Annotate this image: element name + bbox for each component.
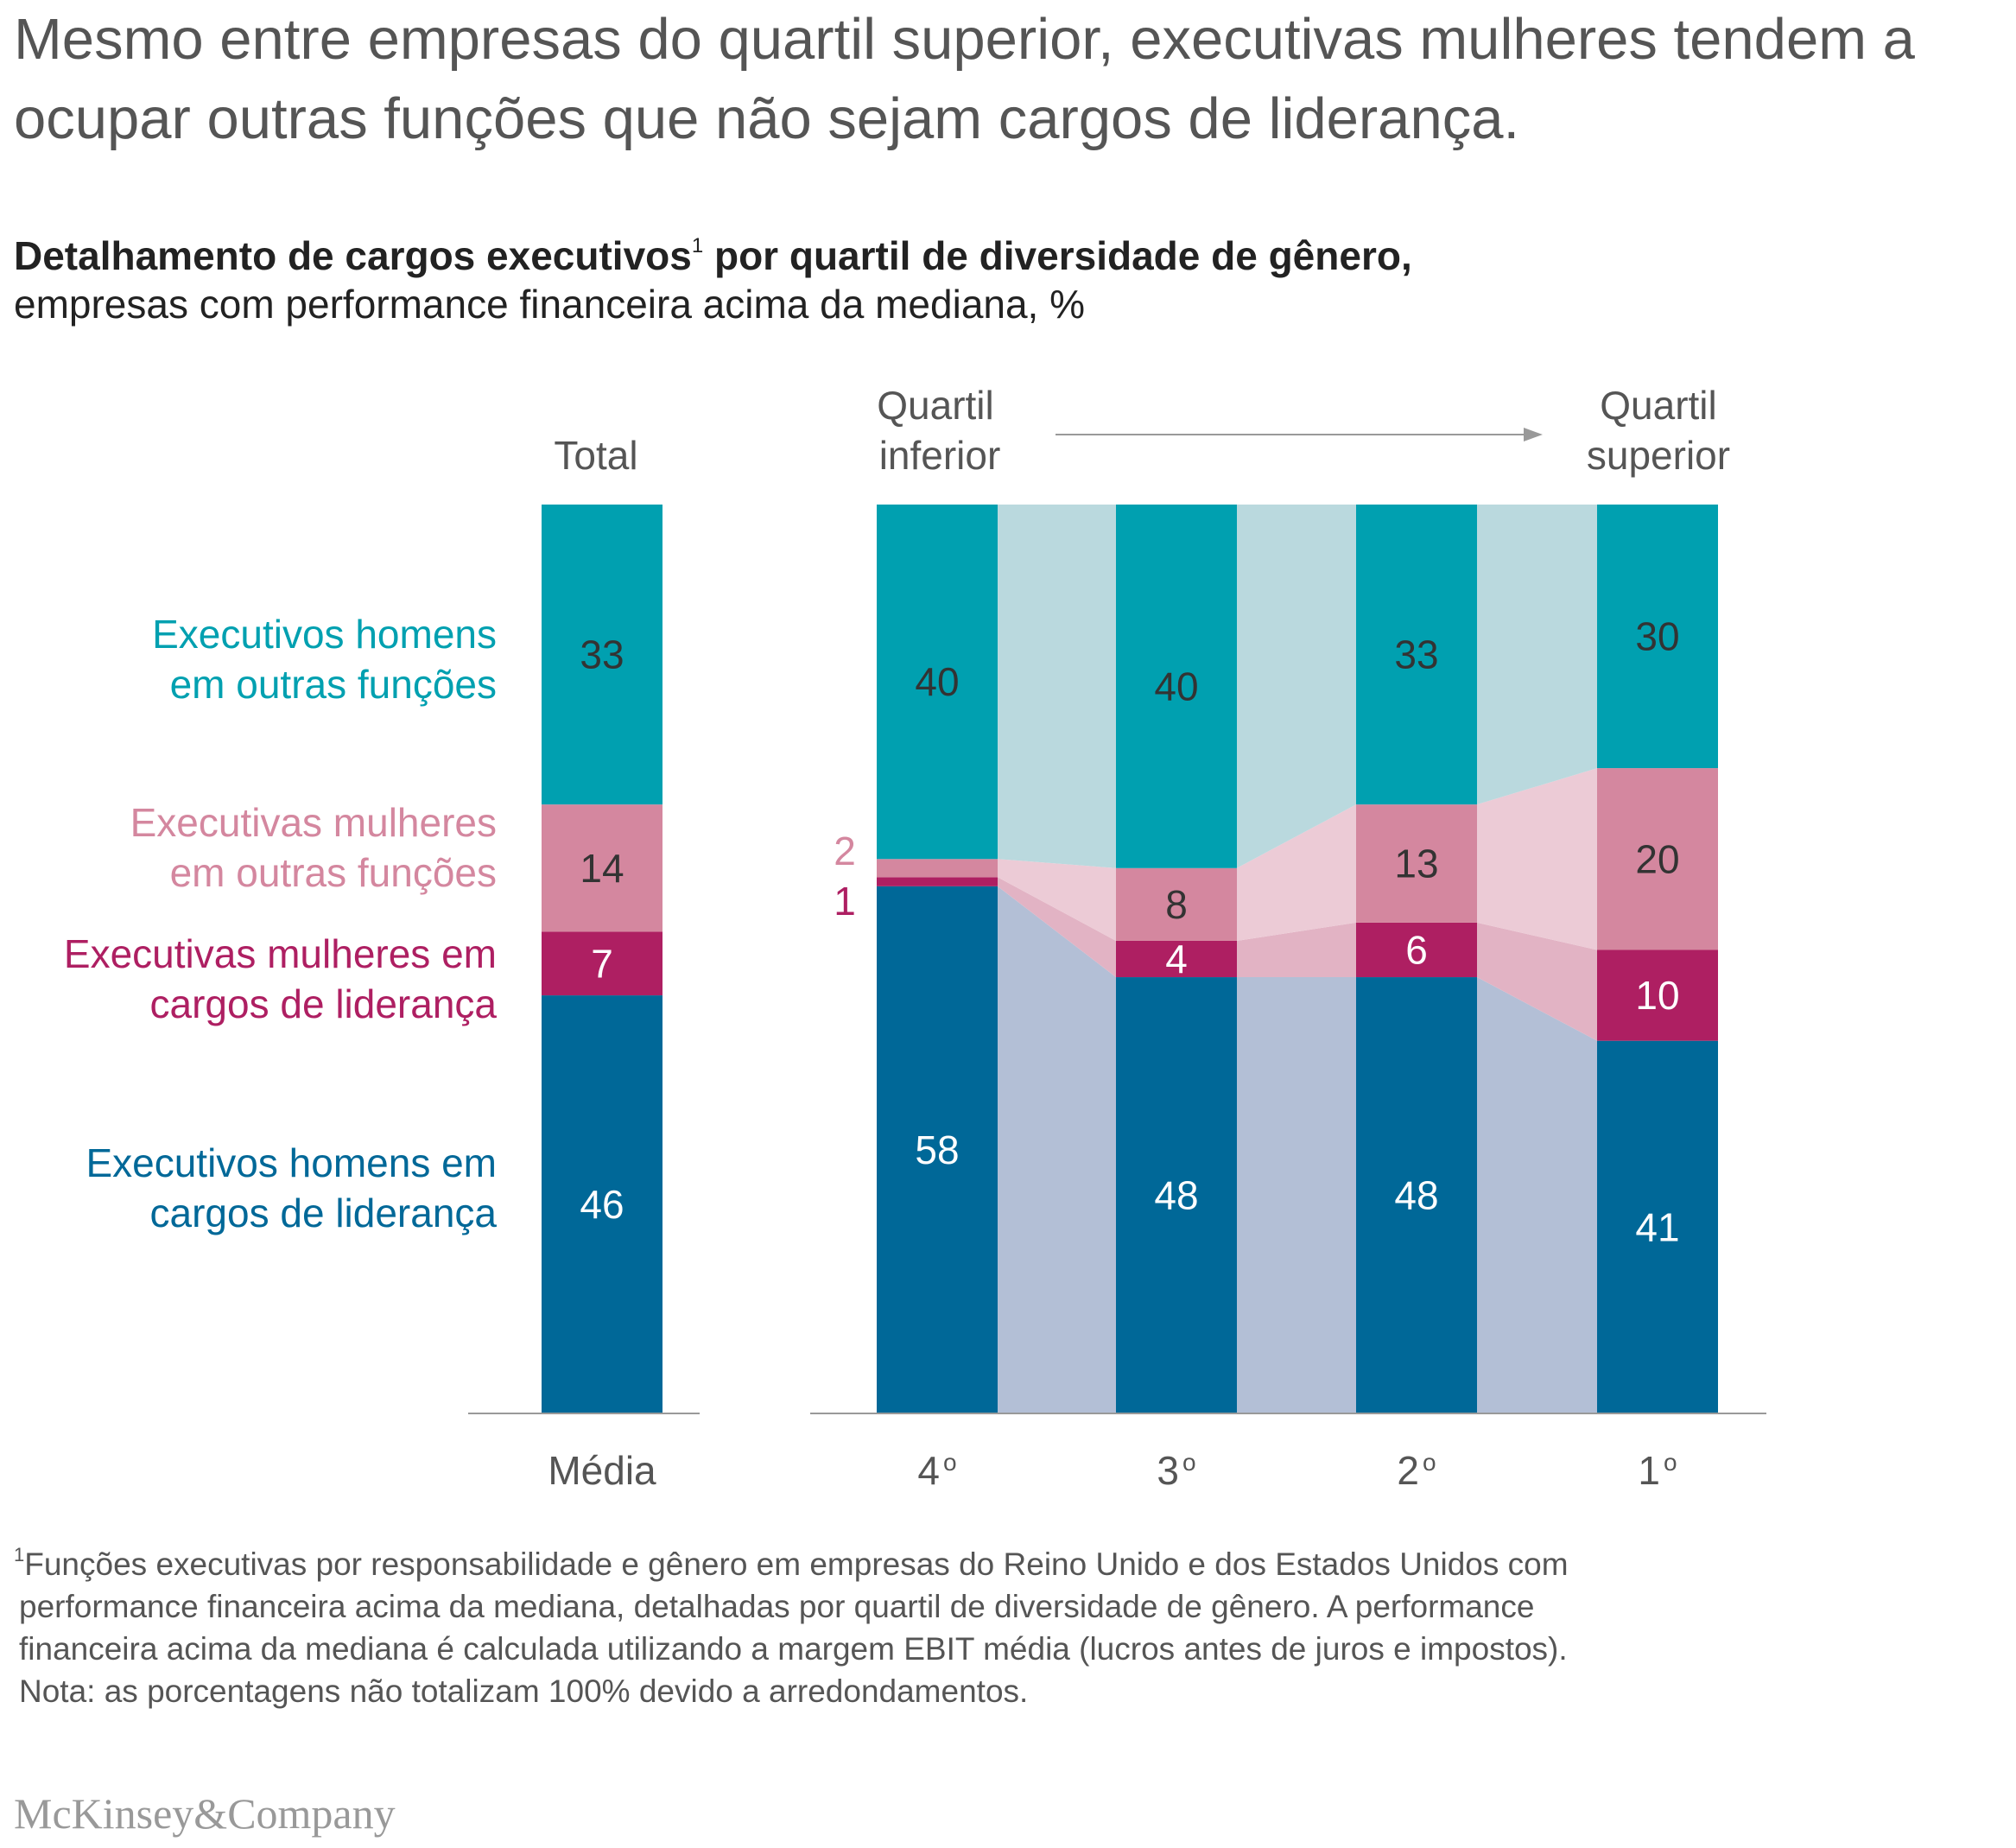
bar-segment-2-cat-1 <box>877 877 998 886</box>
band-1-3 <box>1477 977 1597 1413</box>
value-label-1-cat-1: 58 <box>915 1127 959 1172</box>
header-total: Total <box>554 433 637 478</box>
subtitle-bold-2: por quartil de diversidade de gênero, <box>703 233 1412 278</box>
bar-segment-2-cat-2 <box>1116 940 1237 978</box>
bar-segment-3-cat-3 <box>1356 804 1477 923</box>
bar-segment-2-cat-4 <box>1597 949 1718 1041</box>
value-label-3-cat-3: 13 <box>1394 841 1438 886</box>
company-logo: McKinsey&Company <box>14 1789 396 1838</box>
header-left-quartile-line-1: Quartil <box>877 383 993 428</box>
value-label-2-cat-1: 1 <box>834 879 856 924</box>
legend-label-1-line-2: cargos de liderança <box>150 1191 498 1235</box>
band-2-2 <box>1237 922 1356 978</box>
bar-segment-1-cat-3 <box>1356 977 1477 1413</box>
subtitle-bold-1: Detalhamento de cargos executivos <box>14 233 692 278</box>
band-1-2 <box>1237 977 1356 1413</box>
bar-segment-1-cat-4 <box>1597 1040 1718 1413</box>
value-label-4-cat-2: 40 <box>1154 664 1198 708</box>
value-label-2-cat-0: 7 <box>591 941 613 986</box>
arrow-head-icon <box>1524 428 1543 441</box>
footnote-line-3: financeira acima da mediana é calculada … <box>19 1631 1568 1667</box>
band-3-2 <box>1237 804 1356 941</box>
bar-segment-2-cat-3 <box>1356 922 1477 978</box>
value-label-1-cat-3: 48 <box>1394 1173 1438 1218</box>
bar-segment-1-cat-1 <box>877 886 998 1413</box>
bar-segment-1-cat-0 <box>542 995 662 1413</box>
value-label-3-cat-2: 8 <box>1165 882 1188 927</box>
legend-label-2-line-2: cargos de liderança <box>150 981 498 1026</box>
footnote: 1Funções executivas por responsabilidade… <box>14 1543 2000 1712</box>
bar-segment-4-cat-4 <box>1597 505 1718 769</box>
bar-segment-2-cat-0 <box>542 931 662 996</box>
footnote-line-2: performance financeira acima da mediana,… <box>19 1589 1535 1624</box>
band-3-1 <box>998 859 1116 941</box>
bar-segment-4-cat-1 <box>877 505 998 860</box>
bar-segment-4-cat-2 <box>1116 505 1237 868</box>
subtitle-normal: empresas com performance financeira acim… <box>14 282 1086 327</box>
legend-label-1-line-1: Executivos homens em <box>86 1140 497 1185</box>
value-label-4-cat-4: 30 <box>1635 614 1679 659</box>
band-3-3 <box>1477 768 1597 950</box>
band-2-1 <box>998 877 1116 978</box>
band-1-1 <box>998 886 1116 1413</box>
subtitle-footnote-marker: 1 <box>691 234 704 257</box>
legend-label-4-line-2: em outras funções <box>170 662 497 707</box>
header-right-quartile-line-2: superior <box>1587 433 1730 478</box>
bar-segment-4-cat-0 <box>542 505 662 805</box>
value-label-2-cat-4: 10 <box>1635 973 1679 1018</box>
band-4-2 <box>1237 505 1356 868</box>
value-label-3-cat-1: 2 <box>834 829 856 873</box>
value-label-2-cat-2: 4 <box>1165 937 1188 981</box>
value-label-3-cat-4: 20 <box>1635 836 1679 881</box>
bar-segment-3-cat-1 <box>877 859 998 878</box>
value-label-4-cat-0: 33 <box>580 632 624 677</box>
footnote-line-4: Nota: as porcentagens não totalizam 100%… <box>19 1673 1029 1709</box>
value-label-1-cat-0: 46 <box>580 1182 624 1227</box>
chart-subtitle: Detalhamento de cargos executivos1 por q… <box>14 232 1412 328</box>
legend-label-3-line-2: em outras funções <box>170 850 497 895</box>
bar-segment-3-cat-0 <box>542 804 662 932</box>
band-2-3 <box>1477 922 1597 1041</box>
band-4-3 <box>1477 505 1597 805</box>
legend-label-3-line-1: Executivas mulheres <box>130 800 497 845</box>
header-right-quartile-line-1: Quartil <box>1600 383 1716 428</box>
footnote-line-1: Funções executivas por responsabilidade … <box>24 1546 1569 1582</box>
value-label-3-cat-0: 14 <box>580 846 624 891</box>
value-label-1-cat-2: 48 <box>1154 1173 1198 1218</box>
bar-segment-3-cat-4 <box>1597 768 1718 950</box>
value-label-1-cat-4: 41 <box>1635 1204 1679 1249</box>
category-label-0: Média <box>548 1448 656 1493</box>
value-label-2-cat-3: 6 <box>1405 927 1428 972</box>
bar-segment-1-cat-2 <box>1116 977 1237 1413</box>
value-label-4-cat-1: 40 <box>915 659 959 704</box>
value-label-4-cat-3: 33 <box>1394 632 1438 677</box>
headline: Mesmo entre empresas do quartil superior… <box>14 7 1915 151</box>
legend-label-2-line-1: Executivas mulheres em <box>64 931 497 976</box>
bar-segment-3-cat-2 <box>1116 867 1237 941</box>
header-left-quartile-line-2: inferior <box>879 433 1001 478</box>
bar-segment-4-cat-3 <box>1356 505 1477 805</box>
band-4-1 <box>998 505 1116 868</box>
legend-label-4-line-1: Executivos homens <box>152 612 497 657</box>
footnote-marker: 1 <box>14 1544 25 1565</box>
